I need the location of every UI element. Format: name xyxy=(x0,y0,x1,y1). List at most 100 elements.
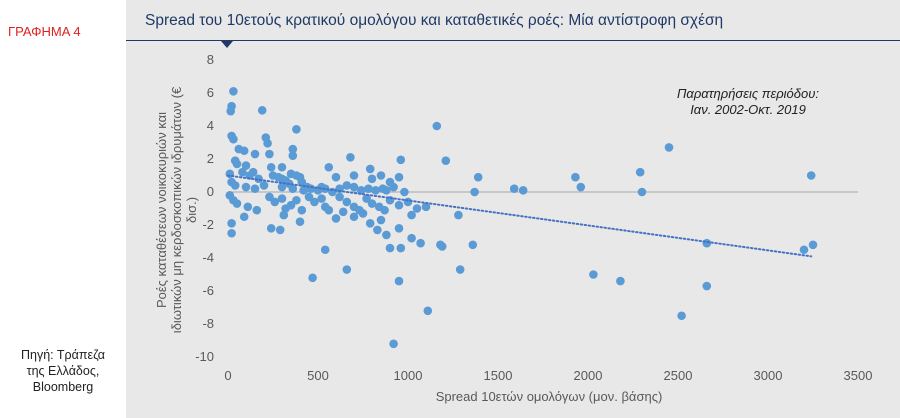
data-point xyxy=(441,156,451,165)
data-point xyxy=(421,202,431,212)
data-point xyxy=(295,217,305,226)
data-point xyxy=(365,219,375,228)
data-point xyxy=(288,151,298,160)
data-point xyxy=(227,219,236,228)
data-points xyxy=(225,87,818,349)
data-point xyxy=(470,187,479,197)
figure-label: ΓΡΑΦΗΜΑ 4 xyxy=(8,24,81,39)
data-point xyxy=(229,134,238,144)
data-point xyxy=(367,199,377,208)
chart-title: Spread του 10ετούς κρατικού ομολόγου και… xyxy=(145,12,724,29)
y-axis-title: Ροές καταθέσεων νοικοκυριών και ιδιωτικώ… xyxy=(154,86,199,333)
data-point xyxy=(259,181,269,190)
source-note: Πηγή: Τράπεζα της Ελλάδος, Bloomberg xyxy=(0,347,126,395)
data-point xyxy=(229,87,238,96)
data-point xyxy=(806,171,816,180)
data-point xyxy=(436,240,445,250)
x-tick-label: 1500 xyxy=(484,368,513,383)
trendline-path xyxy=(227,174,813,258)
y-tick-label: 8 xyxy=(207,52,214,67)
data-point xyxy=(799,245,809,255)
x-tick-label: 2000 xyxy=(574,368,603,383)
data-point xyxy=(380,205,389,215)
data-point xyxy=(349,182,359,192)
data-point xyxy=(250,184,260,193)
data-point xyxy=(356,186,366,195)
data-point xyxy=(266,162,276,172)
data-point xyxy=(664,143,674,152)
data-point xyxy=(396,243,406,253)
data-point xyxy=(250,149,260,159)
data-point xyxy=(227,228,236,238)
data-point xyxy=(270,197,280,207)
data-point xyxy=(324,162,334,172)
data-point xyxy=(394,276,404,286)
data-point xyxy=(394,172,404,182)
y-axis-title-line: ιδιωτικών μη κερδοσκοπικών ιδρυμάτων (€ xyxy=(169,86,184,333)
data-point xyxy=(232,199,242,208)
data-point xyxy=(389,182,398,192)
y-tick-label: 4 xyxy=(207,118,214,133)
data-point xyxy=(257,106,267,115)
data-point xyxy=(509,184,519,193)
data-point xyxy=(396,155,406,165)
data-point xyxy=(243,202,253,212)
y-tick-label: 0 xyxy=(207,184,214,199)
data-point xyxy=(403,197,413,207)
data-point xyxy=(349,171,359,180)
data-point xyxy=(416,238,425,248)
data-point xyxy=(635,167,645,177)
data-point xyxy=(702,238,712,248)
data-point xyxy=(277,182,287,192)
data-point xyxy=(400,187,409,197)
y-tick-label: -8 xyxy=(202,316,214,331)
data-point xyxy=(358,209,368,218)
data-point xyxy=(310,197,319,207)
data-point xyxy=(226,106,235,116)
data-point xyxy=(518,186,528,195)
data-point xyxy=(367,174,377,184)
data-point xyxy=(423,306,433,316)
data-point xyxy=(473,172,483,182)
title-divider-notch xyxy=(221,41,233,48)
data-point xyxy=(263,139,272,148)
data-point xyxy=(468,240,478,250)
data-point xyxy=(342,181,352,190)
trendline xyxy=(227,174,813,258)
y-tick-label: 2 xyxy=(207,151,214,166)
y-tick-label: -6 xyxy=(202,283,214,298)
data-point xyxy=(252,205,262,215)
x-tick-label: 2500 xyxy=(664,368,693,383)
data-point xyxy=(637,187,647,197)
data-point xyxy=(412,204,422,213)
data-point xyxy=(297,205,307,215)
source-line: Bloomberg xyxy=(32,380,94,394)
data-point xyxy=(241,161,251,170)
data-point xyxy=(371,186,380,195)
data-point xyxy=(589,270,598,279)
data-point xyxy=(277,194,287,203)
data-point xyxy=(288,144,298,154)
data-point xyxy=(376,171,386,180)
data-point xyxy=(239,212,249,222)
data-point xyxy=(376,215,386,225)
data-point xyxy=(346,153,355,162)
data-point xyxy=(702,281,712,291)
data-point xyxy=(389,339,398,349)
data-point xyxy=(373,225,382,235)
data-point xyxy=(571,172,580,182)
data-point xyxy=(342,197,352,207)
data-point xyxy=(335,184,344,193)
data-point xyxy=(292,125,301,134)
data-point xyxy=(365,164,375,174)
data-point xyxy=(407,233,416,243)
data-point xyxy=(455,265,465,274)
x-axis-ticks: 0 500 1000 1500 2000 2500 3000 3500 xyxy=(224,368,872,383)
data-point xyxy=(394,200,404,210)
x-axis-title: Spread 10ετών ομολόγων (μον. βάσης) xyxy=(436,389,663,404)
x-tick-label: 500 xyxy=(307,368,329,383)
data-point xyxy=(238,167,247,177)
data-point xyxy=(320,245,330,255)
data-point xyxy=(335,192,344,202)
